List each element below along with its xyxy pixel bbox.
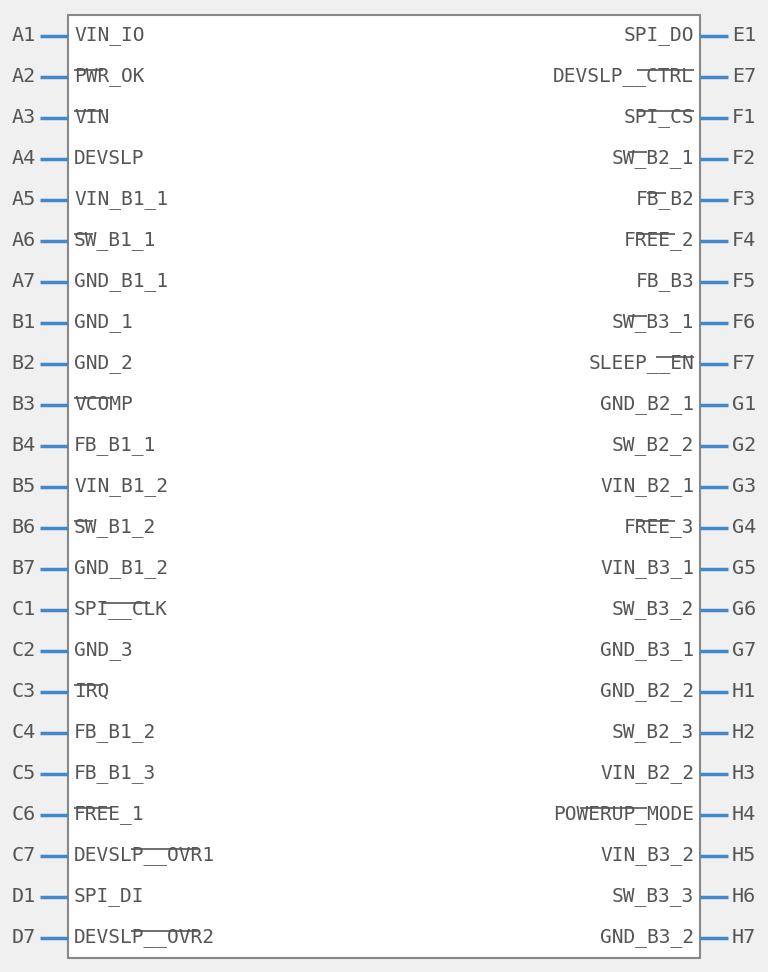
- Text: VIN_B1_1: VIN_B1_1: [74, 190, 168, 209]
- Text: B1: B1: [12, 313, 36, 332]
- Text: SPI_DO: SPI_DO: [624, 26, 694, 45]
- Text: B3: B3: [12, 395, 36, 414]
- Text: SW_B3_3: SW_B3_3: [612, 887, 694, 906]
- Text: F1: F1: [732, 108, 756, 127]
- Text: F6: F6: [732, 313, 756, 332]
- Text: SW_B3_2: SW_B3_2: [612, 600, 694, 619]
- Text: C7: C7: [12, 846, 36, 865]
- Text: FREE_1: FREE_1: [74, 805, 144, 824]
- Text: GND_B3_2: GND_B3_2: [600, 928, 694, 947]
- Text: B6: B6: [12, 518, 36, 537]
- Text: B2: B2: [12, 354, 36, 373]
- Text: POWERUP_MODE: POWERUP_MODE: [553, 805, 694, 824]
- Text: G4: G4: [732, 518, 756, 537]
- Text: A5: A5: [12, 190, 36, 209]
- Text: GND_B3_1: GND_B3_1: [600, 641, 694, 660]
- Text: A6: A6: [12, 231, 36, 250]
- Text: G1: G1: [732, 395, 756, 414]
- Text: GND_B2_1: GND_B2_1: [600, 395, 694, 414]
- Text: E7: E7: [732, 67, 756, 86]
- Text: SLEEP__EN: SLEEP__EN: [588, 354, 694, 373]
- Text: VIN: VIN: [74, 108, 109, 127]
- Text: SW_B3_1: SW_B3_1: [612, 313, 694, 332]
- Text: SW_B2_1: SW_B2_1: [612, 149, 694, 168]
- Text: VIN_IO: VIN_IO: [74, 26, 144, 45]
- Text: A7: A7: [12, 272, 36, 291]
- Text: A4: A4: [12, 149, 36, 168]
- Text: FB_B2: FB_B2: [635, 190, 694, 209]
- Text: VCOMP: VCOMP: [74, 395, 133, 414]
- Text: F3: F3: [732, 190, 756, 209]
- Text: FB_B1_3: FB_B1_3: [74, 764, 156, 783]
- Text: VIN_B2_2: VIN_B2_2: [600, 764, 694, 783]
- Text: C6: C6: [12, 805, 36, 824]
- Text: E1: E1: [732, 26, 756, 45]
- Text: DEVSLP__OVR1: DEVSLP__OVR1: [74, 846, 215, 865]
- Text: B7: B7: [12, 559, 36, 578]
- Text: VIN_B3_1: VIN_B3_1: [600, 559, 694, 578]
- Text: VIN_B1_2: VIN_B1_2: [74, 477, 168, 496]
- Text: H3: H3: [732, 764, 756, 783]
- Text: H7: H7: [732, 928, 756, 947]
- Text: D7: D7: [12, 928, 36, 947]
- Text: FREE_3: FREE_3: [624, 518, 694, 537]
- Text: SW_B1_1: SW_B1_1: [74, 231, 156, 250]
- Text: H5: H5: [732, 846, 756, 865]
- Text: G2: G2: [732, 436, 756, 455]
- Text: B5: B5: [12, 477, 36, 496]
- Text: PWR_OK: PWR_OK: [74, 67, 144, 86]
- Text: GND_B1_1: GND_B1_1: [74, 272, 168, 291]
- Text: GND_B1_2: GND_B1_2: [74, 559, 168, 578]
- Text: F4: F4: [732, 231, 756, 250]
- Text: SW_B2_2: SW_B2_2: [612, 436, 694, 455]
- Text: GND_3: GND_3: [74, 641, 133, 660]
- Text: IRQ: IRQ: [74, 682, 109, 701]
- Text: H2: H2: [732, 723, 756, 742]
- Text: SW_B1_2: SW_B1_2: [74, 518, 156, 537]
- Text: GND_B2_2: GND_B2_2: [600, 682, 694, 701]
- Text: SPI__CLK: SPI__CLK: [74, 600, 168, 619]
- Text: G7: G7: [732, 641, 756, 660]
- Text: DEVSLP__CTRL: DEVSLP__CTRL: [553, 67, 694, 86]
- Text: DEVSLP__OVR2: DEVSLP__OVR2: [74, 928, 215, 947]
- Text: C1: C1: [12, 600, 36, 619]
- Text: VIN_B3_2: VIN_B3_2: [600, 846, 694, 865]
- Text: G6: G6: [732, 600, 756, 619]
- Text: GND_2: GND_2: [74, 354, 133, 373]
- Text: FB_B1_2: FB_B1_2: [74, 723, 156, 742]
- Text: A3: A3: [12, 108, 36, 127]
- Text: C2: C2: [12, 641, 36, 660]
- Text: FB_B3: FB_B3: [635, 272, 694, 291]
- Text: H4: H4: [732, 805, 756, 824]
- Text: C3: C3: [12, 682, 36, 701]
- Text: A1: A1: [12, 26, 36, 45]
- Text: C4: C4: [12, 723, 36, 742]
- Text: G3: G3: [732, 477, 756, 496]
- Text: FREE_2: FREE_2: [624, 231, 694, 250]
- Text: B4: B4: [12, 436, 36, 455]
- Text: F7: F7: [732, 354, 756, 373]
- Text: H1: H1: [732, 682, 756, 701]
- Text: DEVSLP: DEVSLP: [74, 149, 144, 168]
- Text: F2: F2: [732, 149, 756, 168]
- Text: GND_1: GND_1: [74, 313, 133, 332]
- Text: D1: D1: [12, 887, 36, 906]
- Text: SPI_CS: SPI_CS: [624, 108, 694, 127]
- Text: G5: G5: [732, 559, 756, 578]
- Text: SPI_DI: SPI_DI: [74, 887, 144, 906]
- Text: FB_B1_1: FB_B1_1: [74, 436, 156, 455]
- Text: C5: C5: [12, 764, 36, 783]
- Bar: [68, 15, 700, 958]
- Text: H6: H6: [732, 887, 756, 906]
- Text: A2: A2: [12, 67, 36, 86]
- Text: SW_B2_3: SW_B2_3: [612, 723, 694, 742]
- Text: VIN_B2_1: VIN_B2_1: [600, 477, 694, 496]
- Text: F5: F5: [732, 272, 756, 291]
